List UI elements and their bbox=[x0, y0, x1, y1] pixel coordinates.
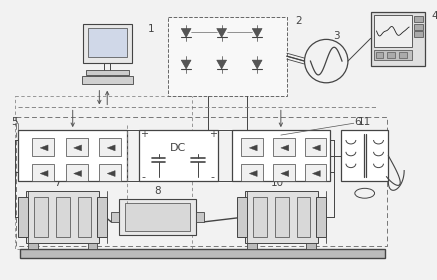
Bar bbox=[139, 130, 218, 181]
Polygon shape bbox=[249, 171, 257, 176]
Polygon shape bbox=[312, 171, 320, 176]
Bar bbox=[78, 197, 91, 237]
Bar bbox=[371, 12, 425, 66]
Bar bbox=[97, 197, 107, 237]
Bar bbox=[414, 24, 423, 29]
Bar bbox=[237, 197, 247, 237]
Bar bbox=[273, 138, 295, 156]
Bar bbox=[414, 31, 423, 38]
Polygon shape bbox=[74, 171, 82, 176]
Bar bbox=[241, 138, 263, 156]
Bar bbox=[82, 76, 133, 84]
Bar bbox=[56, 197, 70, 237]
Bar bbox=[305, 138, 326, 156]
Bar bbox=[275, 197, 289, 237]
Text: +: + bbox=[140, 129, 148, 139]
Bar bbox=[87, 242, 97, 249]
Bar bbox=[399, 52, 407, 58]
Bar bbox=[125, 203, 190, 231]
Bar bbox=[34, 197, 48, 237]
Polygon shape bbox=[181, 29, 191, 38]
Bar bbox=[14, 95, 192, 249]
Bar bbox=[26, 191, 99, 242]
Text: 8: 8 bbox=[154, 186, 161, 196]
Bar bbox=[196, 212, 204, 222]
Text: 4: 4 bbox=[431, 11, 437, 21]
Bar bbox=[28, 242, 38, 249]
Text: -: - bbox=[211, 172, 215, 183]
Bar bbox=[273, 164, 295, 181]
Polygon shape bbox=[74, 145, 82, 151]
Polygon shape bbox=[252, 29, 262, 38]
Bar bbox=[18, 197, 28, 237]
Bar bbox=[316, 197, 326, 237]
Text: DC: DC bbox=[170, 143, 187, 153]
Text: 3: 3 bbox=[333, 31, 340, 41]
Text: 7: 7 bbox=[55, 178, 61, 188]
Bar bbox=[111, 212, 119, 222]
Text: 2: 2 bbox=[295, 16, 302, 26]
Polygon shape bbox=[107, 171, 115, 176]
Bar bbox=[247, 242, 257, 249]
Bar bbox=[32, 138, 54, 156]
Bar bbox=[119, 199, 196, 235]
Bar bbox=[341, 130, 388, 181]
Bar bbox=[387, 52, 395, 58]
Text: 6: 6 bbox=[354, 117, 361, 127]
Bar bbox=[306, 242, 316, 249]
Text: 9: 9 bbox=[249, 172, 256, 183]
Bar bbox=[32, 164, 54, 181]
Polygon shape bbox=[40, 171, 48, 176]
Bar bbox=[245, 191, 318, 242]
Bar bbox=[87, 27, 127, 57]
Bar bbox=[297, 197, 310, 237]
Bar bbox=[241, 164, 263, 181]
Bar bbox=[17, 117, 387, 246]
Bar bbox=[253, 197, 267, 237]
Polygon shape bbox=[217, 29, 227, 38]
Polygon shape bbox=[217, 60, 227, 69]
Bar bbox=[99, 138, 121, 156]
Bar bbox=[305, 164, 326, 181]
Polygon shape bbox=[252, 60, 262, 69]
Bar bbox=[99, 164, 121, 181]
Bar bbox=[21, 249, 385, 258]
Polygon shape bbox=[107, 145, 115, 151]
Bar bbox=[375, 52, 383, 58]
Polygon shape bbox=[281, 145, 289, 151]
Text: +: + bbox=[209, 129, 217, 139]
Text: 1: 1 bbox=[148, 24, 155, 34]
Polygon shape bbox=[181, 60, 191, 69]
Text: 10: 10 bbox=[271, 178, 284, 188]
Bar bbox=[86, 70, 129, 75]
Bar bbox=[374, 50, 412, 60]
Text: 11: 11 bbox=[358, 117, 371, 127]
Bar bbox=[374, 15, 412, 47]
Text: 5: 5 bbox=[11, 117, 18, 127]
Bar bbox=[18, 130, 127, 181]
Bar bbox=[66, 138, 87, 156]
Polygon shape bbox=[249, 145, 257, 151]
Bar bbox=[83, 24, 132, 63]
Polygon shape bbox=[40, 145, 48, 151]
Bar bbox=[168, 17, 287, 95]
Text: -: - bbox=[142, 172, 146, 183]
Polygon shape bbox=[312, 145, 320, 151]
Bar bbox=[414, 16, 423, 22]
Bar bbox=[66, 164, 87, 181]
Bar bbox=[232, 130, 330, 181]
Polygon shape bbox=[281, 171, 289, 176]
